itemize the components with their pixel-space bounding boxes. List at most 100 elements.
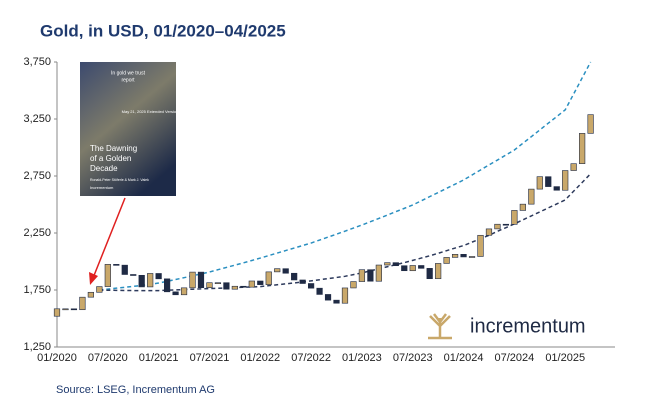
candle xyxy=(502,223,510,226)
candle xyxy=(104,264,111,287)
source: Source: LSEG, Incrementum AG xyxy=(56,384,215,396)
candle xyxy=(562,170,569,191)
x-tick-label: 07/2022 xyxy=(291,352,331,364)
cover-text: Incrementum xyxy=(90,185,114,190)
candle xyxy=(443,257,450,264)
candle xyxy=(468,256,476,258)
candle xyxy=(519,203,526,211)
candle xyxy=(477,234,484,257)
arrow xyxy=(92,197,126,279)
x-tick-label: 07/2021 xyxy=(190,352,230,364)
candle xyxy=(291,272,298,281)
candle xyxy=(113,264,120,266)
cover-text: Ronald-Peter Stöferle & Mark J. Valek xyxy=(90,178,149,182)
candle xyxy=(401,265,408,272)
candle xyxy=(341,287,349,304)
candle xyxy=(265,271,272,285)
candle xyxy=(223,282,230,290)
candle xyxy=(231,285,238,290)
y-tick-label: 1,750 xyxy=(23,284,51,296)
candle xyxy=(274,268,281,273)
candle xyxy=(79,296,86,311)
candle xyxy=(307,283,315,289)
candle xyxy=(180,287,188,296)
candle xyxy=(494,223,501,230)
y-tick-label: 1,250 xyxy=(23,341,51,353)
candle xyxy=(358,269,366,282)
candle xyxy=(214,282,222,285)
candle xyxy=(579,133,586,164)
candle xyxy=(451,254,459,258)
y-tick-label: 2,250 xyxy=(23,227,51,239)
candle xyxy=(587,114,594,134)
candle xyxy=(536,176,543,190)
candle xyxy=(333,299,340,304)
candle xyxy=(282,268,289,274)
x-tick-label: 07/2020 xyxy=(88,352,128,364)
x-tick-label: 07/2023 xyxy=(393,352,433,364)
candle xyxy=(62,308,69,311)
candle xyxy=(367,269,374,282)
candle xyxy=(553,186,560,191)
x-tick-label: 01/2022 xyxy=(240,352,280,364)
candle xyxy=(197,271,205,289)
candle xyxy=(418,265,425,269)
trend-line xyxy=(99,61,592,291)
x-tick-label: 07/2024 xyxy=(494,352,534,364)
cover-text: May 21, 2025 Extended Version xyxy=(122,109,179,114)
trend-line xyxy=(99,173,592,292)
chart-title: Gold, in USD, 01/2020–04/2025 xyxy=(40,21,286,40)
candle xyxy=(206,282,213,289)
y-tick-label: 3,250 xyxy=(23,113,51,125)
x-tick-label: 01/2021 xyxy=(139,352,179,364)
candle xyxy=(172,291,179,296)
candle xyxy=(324,294,332,301)
candle xyxy=(53,308,61,317)
candle xyxy=(130,274,137,276)
cover-text: of a Golden xyxy=(90,154,131,163)
candle xyxy=(570,163,577,171)
cover-text: The Dawning xyxy=(90,144,137,153)
candle xyxy=(155,273,162,280)
logo-text: incrementum xyxy=(470,315,586,337)
arrow-head xyxy=(89,272,98,285)
logo: incrementum xyxy=(420,312,586,342)
candle xyxy=(121,264,128,275)
cover: In gold we trust report May 21, 2025 Ext… xyxy=(80,62,178,196)
candle xyxy=(299,279,306,284)
candle xyxy=(87,291,94,298)
candle xyxy=(392,262,399,267)
x-tick-label: 01/2025 xyxy=(545,352,585,364)
y-tick-label: 2,750 xyxy=(23,170,51,182)
cover-text: In gold we trust xyxy=(111,70,146,76)
candle xyxy=(375,264,382,282)
candle xyxy=(96,286,103,293)
cover-text: Decade xyxy=(90,164,118,173)
x-tick-label: 01/2020 xyxy=(37,352,77,364)
candle xyxy=(545,176,552,187)
candle xyxy=(528,188,535,205)
candle xyxy=(350,281,357,289)
candle xyxy=(189,271,196,289)
candle xyxy=(409,265,416,272)
candle xyxy=(70,308,78,311)
x-tick-label: 01/2024 xyxy=(444,352,484,364)
x-tick-label: 01/2023 xyxy=(342,352,382,364)
candle xyxy=(316,287,323,295)
candle xyxy=(485,228,493,236)
candle xyxy=(435,263,442,280)
candle xyxy=(426,268,433,280)
candle xyxy=(257,280,264,285)
cover-text: report xyxy=(121,77,135,83)
y-tick-label: 3,750 xyxy=(23,56,51,68)
candle xyxy=(511,210,518,225)
cover-image xyxy=(80,62,176,196)
candle xyxy=(138,274,145,288)
candle xyxy=(164,278,171,293)
candle xyxy=(240,285,247,288)
candle xyxy=(248,280,255,288)
candle xyxy=(147,273,154,288)
candle xyxy=(384,262,391,266)
candle xyxy=(460,254,467,258)
